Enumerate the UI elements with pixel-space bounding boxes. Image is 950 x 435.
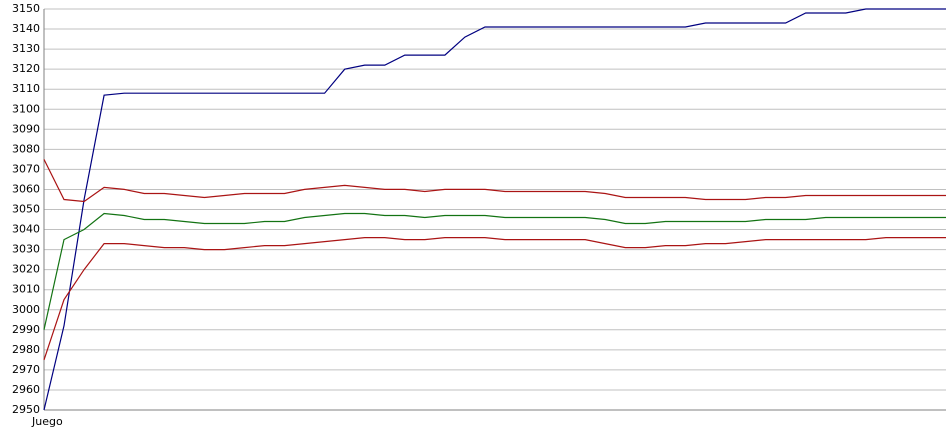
y-tick-label: 3070 <box>12 162 40 175</box>
y-tick-label: 2990 <box>12 323 40 336</box>
y-tick-label: 3080 <box>12 142 40 155</box>
y-tick-label: 3130 <box>12 42 40 55</box>
y-tick-label: 3000 <box>12 303 40 316</box>
x-tick-label: Juego <box>31 415 63 428</box>
y-tick-label: 3120 <box>12 62 40 75</box>
y-tick-label: 3040 <box>12 223 40 236</box>
y-tick-label: 3140 <box>12 22 40 35</box>
y-tick-label: 3030 <box>12 243 40 256</box>
y-tick-label: 2960 <box>12 383 40 396</box>
y-tick-label: 3010 <box>12 283 40 296</box>
series-line <box>43 212 946 330</box>
series-line <box>43 159 946 203</box>
y-tick-label: 2950 <box>12 403 40 416</box>
y-tick-label: 3060 <box>12 182 40 195</box>
y-tick-label: 3020 <box>12 263 40 276</box>
series-line <box>43 8 946 411</box>
y-tick-label: 3090 <box>12 122 40 135</box>
y-tick-label: 3150 <box>12 2 40 15</box>
y-tick-label: 3100 <box>12 102 40 115</box>
series-line <box>43 237 946 361</box>
y-tick-label: 3050 <box>12 203 40 216</box>
y-tick-label: 2980 <box>12 343 40 356</box>
y-tick-label: 3110 <box>12 82 40 95</box>
y-tick-label: 2970 <box>12 363 40 376</box>
